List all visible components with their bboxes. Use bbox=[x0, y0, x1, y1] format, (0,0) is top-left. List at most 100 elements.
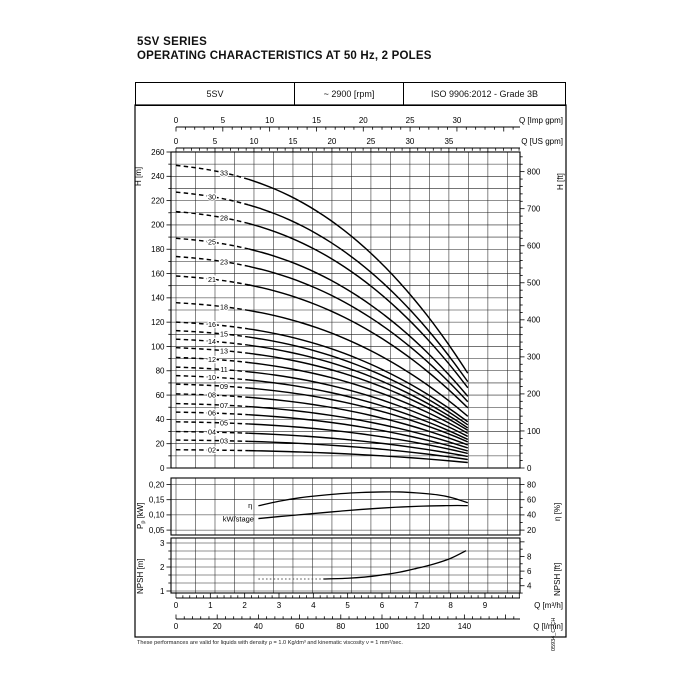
tick-label: 180 bbox=[151, 245, 165, 254]
pump-model-cell: 5SV bbox=[206, 89, 224, 99]
head-curve-21 bbox=[247, 284, 469, 409]
tick-label: 2 bbox=[160, 563, 165, 572]
tick-label: 5 bbox=[221, 116, 226, 125]
stage-label-07: 07 bbox=[220, 401, 228, 410]
tick-label: 3 bbox=[160, 539, 165, 548]
tick-label: 8 bbox=[448, 601, 453, 610]
tick-label: 25 bbox=[406, 116, 415, 125]
axis-title-npsh-m: NPSH [m] bbox=[136, 558, 145, 594]
tick-label: 25 bbox=[366, 137, 375, 146]
head-curve-dashed-15 bbox=[175, 329, 249, 338]
head-curve-10 bbox=[248, 379, 469, 441]
head-curve-dashed-10 bbox=[175, 374, 249, 381]
axis-title-p-kw: Pp [kW] bbox=[136, 502, 147, 529]
head-curve-28 bbox=[247, 222, 469, 389]
tick-label: 140 bbox=[151, 294, 165, 303]
tick-label: 1 bbox=[208, 601, 213, 610]
head-curve-14 bbox=[247, 344, 469, 429]
stage-label-33: 33 bbox=[220, 168, 228, 177]
axis-title-h-m: H [m] bbox=[134, 167, 143, 186]
stage-label-21: 21 bbox=[208, 275, 216, 284]
tick-label: 0 bbox=[527, 464, 532, 473]
tick-label: 30 bbox=[405, 137, 414, 146]
tick-label: 40 bbox=[254, 622, 263, 631]
head-curve-dashed-12 bbox=[175, 356, 249, 364]
head-curve-02 bbox=[248, 449, 468, 464]
head-curve-dashed-16 bbox=[175, 321, 249, 330]
head-curve-33 bbox=[247, 178, 469, 374]
page-title: 5SV SERIES bbox=[137, 36, 208, 48]
stage-label-08: 08 bbox=[208, 391, 216, 400]
head-curve-06 bbox=[248, 413, 469, 452]
tick-label: 0 bbox=[174, 116, 179, 125]
tick-label: 30 bbox=[452, 116, 461, 125]
head-curve-dashed-25 bbox=[175, 237, 249, 250]
head-curve-dashed-23 bbox=[175, 255, 249, 267]
tick-label: 120 bbox=[417, 622, 431, 631]
head-curve-03 bbox=[248, 440, 468, 461]
tick-label: 300 bbox=[527, 353, 541, 362]
curve-kw-per-stage bbox=[258, 504, 468, 520]
tick-label: 4 bbox=[527, 582, 532, 591]
tick-label: 0,10 bbox=[149, 511, 165, 520]
head-curve-09 bbox=[248, 387, 469, 443]
doc-code: 05934_C_CH bbox=[551, 618, 557, 651]
head-curve-13 bbox=[247, 352, 469, 431]
head-curve-04 bbox=[248, 432, 468, 458]
stage-label-10: 10 bbox=[208, 373, 216, 382]
curve-npsh bbox=[323, 550, 467, 580]
head-curve-dashed-08 bbox=[175, 393, 249, 398]
tick-label: 200 bbox=[151, 221, 165, 230]
head-curve-dashed-14 bbox=[175, 338, 249, 346]
head-curve-dashed-06 bbox=[175, 411, 249, 416]
tick-label: 5 bbox=[345, 601, 350, 610]
label-eta-curve: η bbox=[248, 501, 252, 510]
tick-label: 6 bbox=[527, 567, 532, 576]
head-curve-12 bbox=[248, 361, 469, 434]
tick-label: 100 bbox=[151, 342, 165, 351]
tick-label: 15 bbox=[312, 116, 321, 125]
axis-title: Q [l/min] bbox=[533, 622, 563, 631]
tick-label: 0,15 bbox=[149, 496, 165, 505]
tick-label: 20 bbox=[156, 439, 165, 448]
tick-label: 800 bbox=[527, 167, 541, 176]
tick-label: 0 bbox=[174, 622, 179, 631]
footnote: These performances are valid for liquids… bbox=[137, 640, 403, 646]
figure-frame bbox=[134, 104, 567, 638]
tick-label: 120 bbox=[151, 318, 165, 327]
head-curve-11 bbox=[248, 371, 469, 438]
header-table: 5SV ~ 2900 [rpm] ISO 9906:2012 - Grade 3… bbox=[135, 82, 566, 106]
stage-label-04: 04 bbox=[208, 428, 216, 437]
head-curve-23 bbox=[247, 265, 469, 403]
tick-label: 10 bbox=[265, 116, 274, 125]
tick-label: 240 bbox=[151, 172, 165, 181]
tick-label: 140 bbox=[458, 622, 472, 631]
head-curve-dashed-11 bbox=[175, 366, 249, 373]
head-curve-dashed-28 bbox=[175, 210, 249, 225]
tick-label: 80 bbox=[336, 622, 345, 631]
axis-title: Q [US gpm] bbox=[521, 137, 563, 146]
head-curve-dashed-04 bbox=[175, 430, 249, 434]
head-curve-dashed-33 bbox=[175, 164, 249, 180]
head-curve-dashed-13 bbox=[175, 346, 249, 354]
head-curve-30 bbox=[247, 204, 469, 383]
head-curve-dashed-07 bbox=[175, 402, 249, 408]
stage-label-09: 09 bbox=[220, 382, 228, 391]
stage-label-13: 13 bbox=[220, 346, 228, 355]
head-curve-18 bbox=[247, 309, 469, 417]
head-curve-dashed-05 bbox=[175, 421, 249, 425]
tick-label: 20 bbox=[327, 137, 336, 146]
stage-label-06: 06 bbox=[208, 409, 216, 418]
head-curve-dashed-02 bbox=[175, 449, 249, 452]
stage-label-25: 25 bbox=[208, 238, 216, 247]
stage-label-11: 11 bbox=[220, 365, 227, 374]
tick-label: 400 bbox=[527, 316, 541, 325]
head-curve-25 bbox=[247, 248, 469, 397]
tick-label: 40 bbox=[527, 511, 536, 520]
stage-label-30: 30 bbox=[208, 192, 216, 201]
stage-label-18: 18 bbox=[220, 302, 228, 311]
tick-label: 60 bbox=[156, 391, 165, 400]
stage-label-23: 23 bbox=[220, 257, 228, 266]
